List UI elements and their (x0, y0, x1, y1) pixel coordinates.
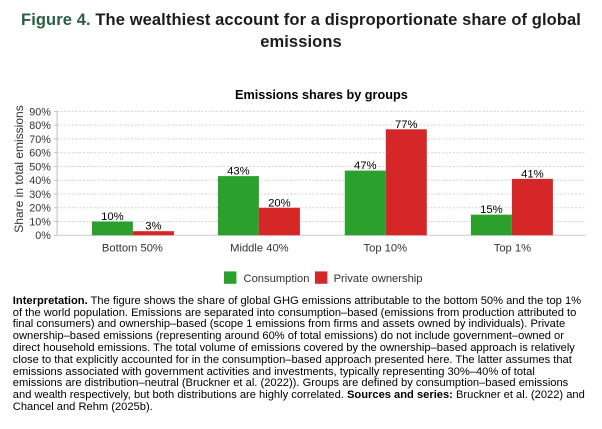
svg-text:43%: 43% (227, 166, 250, 178)
svg-text:10%: 10% (101, 211, 124, 223)
svg-text:15%: 15% (480, 204, 503, 216)
svg-text:3%: 3% (145, 221, 161, 233)
svg-text:0%: 0% (35, 230, 51, 242)
svg-text:50%: 50% (29, 161, 51, 173)
svg-text:60%: 60% (29, 148, 51, 160)
svg-text:Bottom 50%: Bottom 50% (102, 242, 163, 254)
svg-text:90%: 90% (29, 106, 51, 118)
svg-text:Emissions shares by groups: Emissions shares by groups (235, 88, 408, 102)
svg-text:80%: 80% (29, 120, 51, 132)
svg-text:Consumption: Consumption (244, 273, 310, 285)
svg-text:47%: 47% (354, 160, 377, 172)
svg-text:Middle 40%: Middle 40% (230, 242, 289, 254)
svg-text:10%: 10% (29, 216, 51, 228)
svg-text:Top 10%: Top 10% (364, 242, 408, 254)
svg-text:41%: 41% (521, 168, 544, 180)
svg-text:20%: 20% (29, 203, 51, 215)
svg-text:77%: 77% (395, 119, 418, 131)
svg-text:Private ownership: Private ownership (334, 273, 423, 285)
svg-text:70%: 70% (29, 134, 51, 146)
svg-text:30%: 30% (29, 189, 51, 201)
svg-text:Share in total emissions: Share in total emissions (12, 105, 26, 232)
svg-text:20%: 20% (268, 197, 291, 209)
svg-text:40%: 40% (29, 175, 51, 187)
svg-text:Top 1%: Top 1% (494, 242, 531, 254)
